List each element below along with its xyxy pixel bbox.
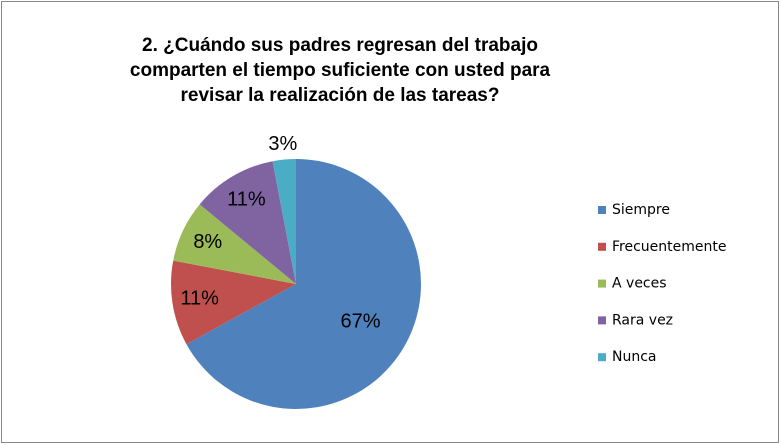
legend-swatch: [598, 242, 606, 251]
data-label: 67%: [341, 310, 381, 332]
pie-slice: [199, 161, 296, 284]
chart-title: revisar la realización de las tareas?: [181, 85, 500, 106]
pie-slice: [186, 159, 421, 409]
legend-label: A veces: [612, 276, 667, 292]
legend-label: Frecuentemente: [612, 239, 726, 255]
legend-swatch: [598, 206, 606, 214]
legend-swatch: [598, 279, 606, 288]
legend-label: Siempre: [612, 202, 670, 218]
data-label: 8%: [193, 231, 222, 253]
data-label: 3%: [268, 133, 297, 155]
pie-slice: [272, 159, 296, 284]
legend-label: Rara vez: [612, 312, 673, 328]
pie-slice: [173, 204, 296, 284]
pie-slice: [171, 260, 296, 345]
chart-title: 2. ¿Cuándo sus padres regresan del traba…: [142, 35, 538, 56]
data-label: 11%: [227, 188, 266, 210]
legend-swatch: [598, 353, 606, 362]
legend-swatch: [598, 316, 606, 325]
legend-label: Nunca: [612, 349, 657, 365]
chart-title: comparten el tiempo suficiente con usted…: [130, 60, 551, 81]
data-label: 11%: [180, 288, 219, 310]
